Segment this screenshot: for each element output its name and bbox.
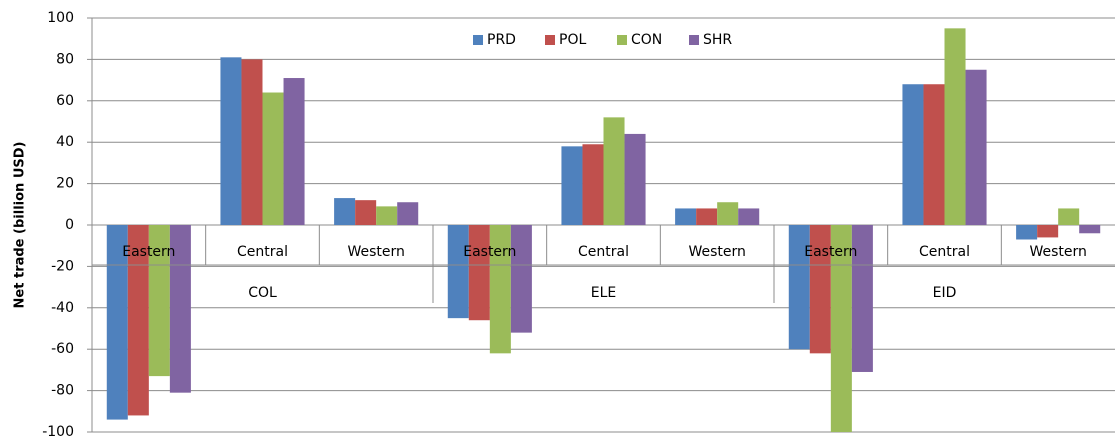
legend-label: PRD — [487, 32, 516, 48]
bar — [127, 225, 149, 416]
y-tick-label: -40 — [51, 300, 74, 316]
bar — [376, 206, 398, 225]
legend-swatch — [473, 35, 483, 45]
bar — [169, 225, 191, 393]
x-tick-label: Western — [1029, 244, 1086, 260]
bar — [717, 202, 739, 225]
y-tick-label: 40 — [56, 134, 74, 150]
y-tick-label: -80 — [51, 383, 74, 399]
bar — [788, 225, 810, 350]
x-tick-label: Eastern — [122, 244, 175, 260]
bar — [334, 198, 356, 225]
legend-swatch — [617, 35, 627, 45]
x-tick-label: Eastern — [463, 244, 516, 260]
bar — [355, 200, 377, 225]
x-tick-label: Central — [919, 244, 970, 260]
bar — [468, 225, 490, 321]
legend-label: CON — [631, 32, 662, 48]
bar — [283, 78, 305, 225]
y-axis-title: Net trade (billion USD) — [13, 142, 28, 309]
y-tick-label: 60 — [56, 93, 74, 109]
bar — [944, 28, 966, 225]
bar — [902, 84, 924, 226]
bar — [447, 225, 469, 319]
y-tick-label: 0 — [65, 217, 74, 233]
bar — [148, 225, 170, 377]
bar — [809, 225, 831, 354]
x-tick-label: Western — [688, 244, 745, 260]
bar — [603, 117, 625, 225]
bar — [510, 225, 532, 333]
bar — [696, 208, 718, 225]
legend-label: POL — [559, 32, 586, 48]
y-tick-label: -20 — [51, 258, 74, 274]
group-label: COL — [248, 285, 277, 301]
x-tick-label: Eastern — [804, 244, 857, 260]
bar — [830, 225, 852, 432]
legend-swatch — [545, 35, 555, 45]
x-tick-label: Central — [237, 244, 288, 260]
y-tick-label: 100 — [47, 10, 74, 26]
y-tick-label: 20 — [56, 176, 74, 192]
bar — [851, 225, 873, 372]
bar — [241, 59, 263, 226]
x-tick-label: Western — [347, 244, 404, 260]
group-label: EID — [933, 285, 957, 301]
y-tick-label: 80 — [56, 51, 74, 67]
x-tick-label: Central — [578, 244, 629, 260]
bar — [1058, 208, 1080, 225]
bar — [923, 84, 945, 226]
bar — [220, 57, 242, 225]
y-tick-label: -60 — [51, 341, 74, 357]
bar — [1037, 225, 1059, 238]
bar — [262, 92, 284, 226]
bar — [1079, 225, 1101, 234]
group-label: ELE — [591, 285, 617, 301]
bar — [624, 133, 646, 225]
legend-swatch — [689, 35, 699, 45]
bar — [675, 208, 697, 225]
bar — [738, 208, 760, 225]
bar — [582, 144, 604, 225]
bar — [561, 146, 583, 225]
bar — [106, 225, 128, 420]
bar — [397, 202, 419, 225]
bar — [965, 69, 987, 225]
legend-label: SHR — [703, 32, 732, 48]
bar — [489, 225, 511, 354]
bar — [1016, 225, 1038, 240]
y-tick-label: -100 — [42, 424, 74, 437]
